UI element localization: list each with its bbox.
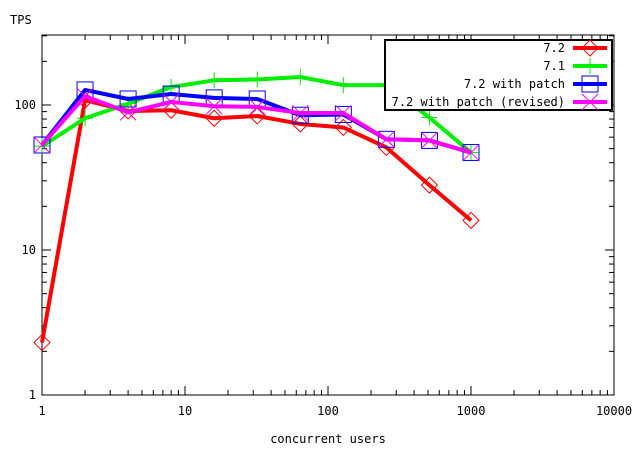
legend-label: 7.2 (543, 41, 565, 55)
cross-marker (248, 98, 266, 116)
diamond-marker (581, 39, 599, 57)
square-marker (119, 90, 137, 108)
square-marker (291, 106, 309, 124)
legend-label: 7.1 (543, 59, 565, 73)
series-line (40, 98, 473, 343)
plus-marker (582, 58, 598, 74)
diamond-marker (291, 115, 309, 133)
cross-marker (205, 97, 223, 115)
cross-marker (581, 93, 599, 111)
x-tick-label: 1 (38, 404, 45, 418)
series-7-2 (33, 91, 480, 352)
diamond-marker (248, 107, 266, 125)
diamond-marker (33, 333, 51, 352)
plus-marker (421, 109, 438, 126)
cross-marker (76, 87, 94, 105)
diamond-marker (420, 176, 439, 194)
cross-marker (119, 103, 137, 121)
diamond-marker (334, 118, 353, 137)
cross-marker (291, 104, 309, 122)
cross-marker (33, 136, 51, 154)
y-axis-label: TPS (10, 13, 32, 27)
plus-marker (292, 68, 309, 85)
plus-marker (206, 72, 223, 89)
square-marker (33, 136, 51, 154)
square-marker (462, 144, 480, 162)
cross-marker (462, 144, 480, 161)
y-tick-label: 100 (14, 98, 36, 112)
plus-marker (77, 110, 94, 127)
y-tick-label: 10 (22, 243, 36, 257)
diamond-marker (205, 109, 223, 127)
cross-marker (378, 130, 395, 148)
cross-marker (421, 132, 438, 149)
y-tick-label: 1 (29, 388, 36, 402)
square-marker (581, 75, 599, 93)
legend-label: 7.2 with patch (revised) (392, 95, 565, 109)
x-tick-label: 100 (317, 404, 339, 418)
plus-marker (249, 71, 266, 88)
x-tick-label: 10000 (596, 404, 632, 418)
x-axis-label: concurrent users (270, 432, 386, 446)
plus-marker (34, 138, 50, 155)
diamond-marker (462, 211, 480, 230)
cross-marker (162, 93, 180, 111)
series-7-2-with-patch-revised- (33, 87, 480, 161)
cross-marker (334, 104, 352, 122)
plus-marker (335, 77, 352, 94)
x-tick-label: 1000 (457, 404, 486, 418)
legend: 7.2 7.1 7.2 with patch 7.2 with patch (revi… (384, 39, 613, 111)
legend-label: 7.2 with patch (464, 77, 565, 91)
x-tick-label: 10 (178, 404, 192, 418)
